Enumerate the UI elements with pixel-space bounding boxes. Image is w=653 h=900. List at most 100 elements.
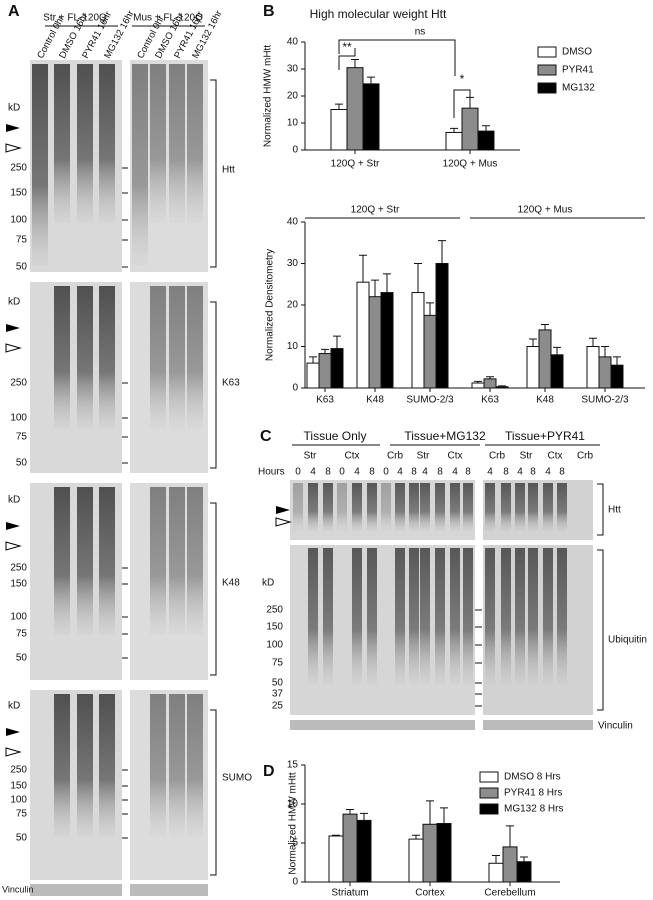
marker-label: 250 <box>10 563 27 574</box>
chart-title: High molecular weight Htt <box>310 7 447 21</box>
error-bar <box>309 356 317 364</box>
error-bar <box>438 240 446 264</box>
hour-label: 8 <box>503 467 509 478</box>
marker-label: 250 <box>10 378 27 389</box>
lane-smear <box>395 548 405 684</box>
lane-smear <box>420 483 430 531</box>
error-bar <box>440 807 448 824</box>
marker-label: 100 <box>10 413 27 424</box>
hour-label: 4 <box>545 467 551 478</box>
lane-smear <box>528 483 538 531</box>
y-tick-label: 40 <box>287 217 299 228</box>
tissue-label: Ctx <box>548 451 563 462</box>
hour-label: 0 <box>339 467 345 478</box>
lane-smear <box>150 64 166 223</box>
marker-label: 100 <box>10 795 27 806</box>
unit-label: kD <box>8 103 20 114</box>
y-tick-label: 10 <box>287 118 299 129</box>
lane-smear <box>187 64 203 223</box>
lane-smear <box>352 483 362 531</box>
y-tick-label: 15 <box>287 760 299 771</box>
annotation: ** <box>342 40 352 54</box>
tissue-label: Str <box>520 451 533 462</box>
error-bar <box>506 825 514 847</box>
bar <box>445 131 463 151</box>
bar <box>330 348 344 389</box>
error-bar <box>492 854 500 864</box>
bar <box>422 823 438 883</box>
marker-label: 100 <box>10 612 27 623</box>
lane-smear <box>99 487 115 635</box>
legend-swatch <box>537 46 557 58</box>
annotation: * <box>460 72 465 86</box>
sig-bracket <box>338 39 456 76</box>
bar <box>356 819 372 883</box>
bar <box>436 823 452 883</box>
y-axis-label: Normalized Densitometry <box>265 249 276 361</box>
tissue-label: Crb <box>387 451 404 462</box>
error-bar <box>346 808 354 815</box>
y-tick-label: 20 <box>287 91 299 102</box>
bar <box>538 329 552 389</box>
y-tick-label: 30 <box>287 258 299 269</box>
lane-smear <box>54 694 70 837</box>
tissue-label: Crb <box>577 451 594 462</box>
lane-smear <box>381 483 391 531</box>
lane-smear <box>515 483 525 531</box>
lane-smear <box>501 483 511 531</box>
x-tick-label: SUMO-2/3 <box>581 395 629 406</box>
hour-label: 0 <box>295 467 301 478</box>
bracket <box>210 709 217 876</box>
lane-smear <box>501 548 511 684</box>
error-bar <box>359 254 367 283</box>
hour-label: 4 <box>487 467 493 478</box>
arrowhead <box>276 506 290 514</box>
lane-smear <box>99 64 115 223</box>
annotation: ns <box>415 27 426 38</box>
lane-smear <box>435 483 445 531</box>
lane-smear <box>515 548 525 684</box>
error-bar <box>601 346 609 357</box>
legend-label: DMSO <box>562 47 592 58</box>
marker-label: 250 <box>266 605 283 616</box>
bar <box>356 281 370 389</box>
marker-label: 100 <box>266 640 283 651</box>
bar <box>516 861 532 883</box>
legend-label: DMSO 8 Hrs <box>504 772 561 783</box>
lane-smear <box>77 694 93 837</box>
bar <box>362 83 380 151</box>
bar <box>408 838 424 883</box>
group-header: Mus + FL-120Q <box>133 13 203 24</box>
lane-smear <box>485 483 495 531</box>
x-tick-label: K63 <box>316 395 334 406</box>
tissue-label: Crb <box>489 451 506 462</box>
legend-swatch <box>479 787 499 799</box>
loading-label: Vinculin <box>598 721 633 732</box>
lane-smear <box>485 548 495 684</box>
y-tick-label: 10 <box>287 341 299 352</box>
group-header: Str + FL-120Q <box>43 13 107 24</box>
lane-smear <box>99 694 115 837</box>
lane-smear <box>169 64 185 223</box>
bar <box>488 862 504 883</box>
loading-strip <box>130 884 208 896</box>
legend-label: MG132 8 Hrs <box>504 804 563 815</box>
blot-label: K63 <box>222 378 240 389</box>
bar <box>435 263 449 389</box>
lane-smear <box>557 483 567 531</box>
group-header: Tissue+MG132 <box>404 429 486 443</box>
tissue-label: Str <box>304 451 317 462</box>
lane-smear <box>528 548 538 684</box>
marker-label: 150 <box>10 781 27 792</box>
tissue-label: Ctx <box>345 451 360 462</box>
lane-smear <box>323 483 333 531</box>
marker-label: 150 <box>10 188 27 199</box>
error-bar <box>335 103 343 110</box>
bar <box>477 130 495 151</box>
bar <box>380 292 394 389</box>
y-tick-label: 0 <box>292 877 298 888</box>
blot-label: Htt <box>222 165 235 176</box>
lane-smear <box>463 548 473 684</box>
x-tick-label: K48 <box>366 395 384 406</box>
x-tick-label: K48 <box>536 395 554 406</box>
